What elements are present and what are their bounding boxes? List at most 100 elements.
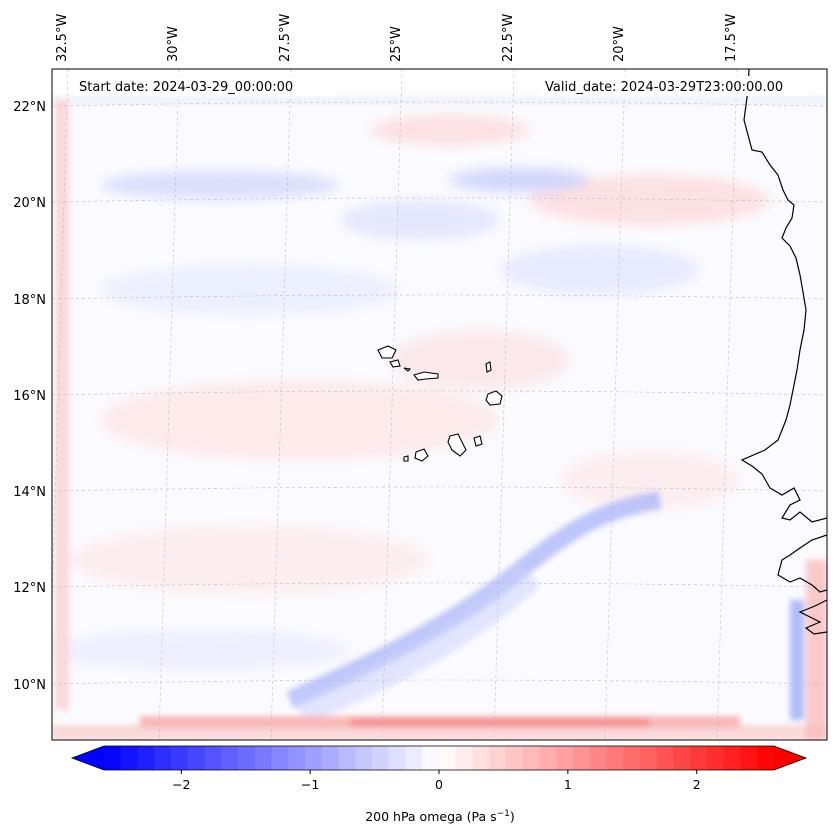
lat-label-16n: 16°N <box>13 389 46 404</box>
parallel-line <box>52 679 827 685</box>
colorbar-cell <box>120 746 138 770</box>
graticule <box>52 69 827 740</box>
parallel-line <box>52 486 827 492</box>
colorbar-tick-label: −1 <box>301 777 319 792</box>
colorbar-cell <box>455 746 473 770</box>
cape-verde-islands <box>377 345 503 462</box>
colorbar-cell <box>740 746 758 770</box>
lon-label-17-5w: 17.5°W <box>724 14 739 62</box>
valid-date-label: Valid_date: 2024-03-29T23:00:00.00 <box>545 80 783 95</box>
colorbar-cell <box>405 746 423 770</box>
colorbar-cell <box>656 746 674 770</box>
colorbar-tick-label: 0 <box>435 777 443 792</box>
parallel-line <box>52 197 827 203</box>
meridian-line <box>716 69 738 740</box>
parallel-line <box>52 390 827 396</box>
colorbar-extend-max <box>774 746 806 770</box>
lon-label-27-5w: 27.5°W <box>278 14 293 62</box>
colorbar-tick-label: 1 <box>564 777 572 792</box>
colorbar: −2 −1 0 1 2 200 hPa omega (Pa s−1) <box>70 745 808 824</box>
lat-label-12n: 12°N <box>13 581 46 596</box>
lon-label-32-5w: 32.5°W <box>55 14 70 62</box>
colorbar-cell <box>171 746 189 770</box>
start-date-label: Start date: 2024-03-29_00:00:00 <box>79 80 293 95</box>
colorbar-cell <box>154 746 172 770</box>
island-santo-antao <box>377 345 397 359</box>
colorbar-cell <box>556 746 574 770</box>
colorbar-cell <box>305 746 323 770</box>
colorbar-cell <box>372 746 390 770</box>
lat-label-10n: 10°N <box>13 678 46 693</box>
meridian-line <box>604 69 626 740</box>
island-sal <box>485 361 492 373</box>
island-boa-vista <box>485 390 503 406</box>
colorbar-cell <box>221 746 239 770</box>
colorbar-cell <box>187 746 205 770</box>
parallel-line <box>52 582 827 588</box>
lat-label-18n: 18°N <box>13 293 46 308</box>
lon-label-22-5w: 22.5°W <box>501 14 516 62</box>
colorbar-cell <box>271 746 289 770</box>
lon-label-30w: 30°W <box>166 26 181 62</box>
colorbar-cell <box>388 746 406 770</box>
longitude-labels: 32.5°W 30°W 27.5°W 25°W 22.5°W 20°W 17.5… <box>55 14 739 62</box>
parallel-line <box>52 101 827 107</box>
map-panel: Start date: 2024-03-29_00:00:00 Valid_da… <box>52 69 827 740</box>
island-santa-luzia <box>403 367 412 372</box>
colorbar-cell <box>723 746 741 770</box>
colorbar-cell <box>422 746 440 770</box>
colorbar-cell <box>522 746 540 770</box>
colorbar-cell <box>439 746 457 770</box>
colorbar-cell <box>104 746 122 770</box>
colorbar-label: 200 hPa omega (Pa s−1) <box>365 809 515 824</box>
colorbar-cell <box>623 746 641 770</box>
parallel-line <box>52 294 827 300</box>
africa-coastline-south <box>777 534 827 593</box>
meridian-line <box>381 69 403 740</box>
colorbar-cell <box>288 746 306 770</box>
map-frame <box>51 68 828 741</box>
meridian-line <box>158 69 180 740</box>
island-sao-vicente <box>389 359 401 368</box>
coastline <box>740 69 827 635</box>
africa-coastline <box>740 69 827 523</box>
colorbar-outline <box>70 745 808 771</box>
colorbar-extend-min <box>72 746 104 770</box>
colorbar-cell <box>355 746 373 770</box>
colorbar-cell <box>573 746 591 770</box>
lon-label-25w: 25°W <box>389 26 404 62</box>
colorbar-cell <box>707 746 725 770</box>
colorbar-cell <box>539 746 557 770</box>
island-brava <box>403 455 409 462</box>
colorbar-cell <box>204 746 222 770</box>
colorbar-tick-label: 2 <box>693 777 701 792</box>
colorbar-cell <box>238 746 256 770</box>
colorbar-cell <box>673 746 691 770</box>
latitude-labels: 22°N 20°N 18°N 16°N 14°N 12°N 10°N <box>13 100 46 693</box>
island-maio <box>473 435 483 447</box>
colorbar-cell <box>589 746 607 770</box>
start-date-box <box>74 76 336 96</box>
colorbar-cell <box>254 746 272 770</box>
meridian-line <box>270 69 292 740</box>
colorbar-cell <box>606 746 624 770</box>
colorbar-cell <box>489 746 507 770</box>
lat-label-20n: 20°N <box>13 196 46 211</box>
meridian-line <box>493 69 515 740</box>
colorbar-cell <box>321 746 339 770</box>
colorbar-cell <box>338 746 356 770</box>
bissau-coast <box>798 599 827 635</box>
colorbar-cell <box>757 746 775 770</box>
colorbar-cell <box>137 746 155 770</box>
omega-field <box>52 69 827 740</box>
colorbar-cell <box>472 746 490 770</box>
island-fogo <box>414 448 429 462</box>
colorbar-cell <box>690 746 708 770</box>
colorbar-cell <box>640 746 658 770</box>
valid-date-box <box>540 76 808 96</box>
lat-label-22n: 22°N <box>13 100 46 115</box>
lon-label-20w: 20°W <box>612 26 627 62</box>
island-santiago <box>447 433 467 457</box>
colorbar-cell <box>506 746 524 770</box>
